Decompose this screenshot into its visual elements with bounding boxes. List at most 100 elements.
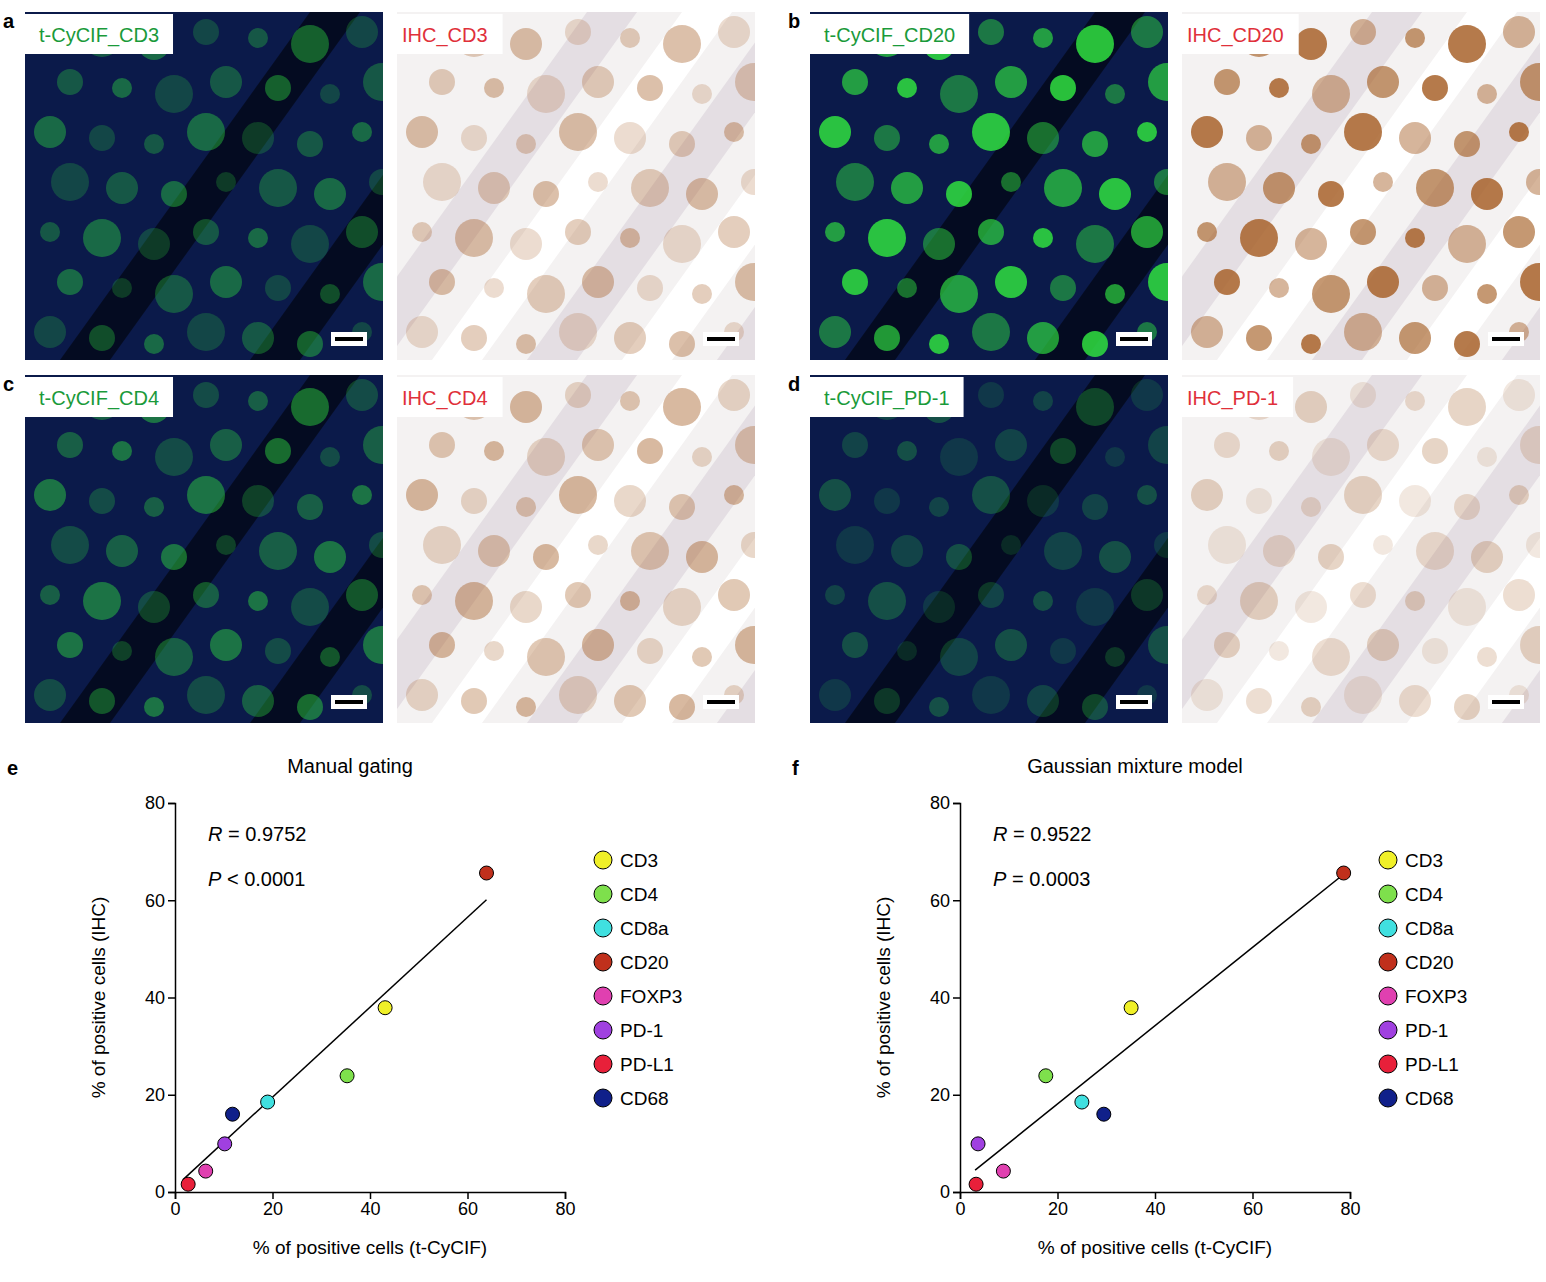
legend-item: CD4 [594, 884, 658, 905]
follicle [1214, 632, 1240, 658]
follicle [1263, 535, 1295, 567]
follicle [929, 497, 949, 517]
follicle [112, 78, 132, 98]
legend-label: PD-1 [1405, 1020, 1448, 1041]
follicle [692, 647, 712, 667]
tick: 20 [1048, 1192, 1068, 1219]
tick: 40 [1145, 1192, 1165, 1219]
follicle [1214, 69, 1240, 95]
follicle [559, 476, 597, 514]
tick: 0 [155, 1182, 175, 1202]
follicle [735, 426, 755, 464]
follicle [978, 382, 1004, 408]
scale-bar [1492, 337, 1520, 341]
follicle [1295, 28, 1327, 60]
data-point [340, 1069, 354, 1083]
ihc-image [1182, 12, 1540, 360]
follicle [89, 688, 115, 714]
follicle [1105, 284, 1125, 304]
follicle [1471, 541, 1503, 573]
fluorescence-image [810, 12, 1168, 360]
follicle [637, 638, 663, 664]
follicle [972, 476, 1010, 514]
follicle [1105, 447, 1125, 467]
follicle [1301, 497, 1321, 517]
stat-annotation: R = 0.9752 [208, 823, 306, 845]
tick-mark [953, 803, 960, 805]
data-point [996, 1164, 1010, 1178]
follicle [637, 438, 663, 464]
legend-swatch [594, 1055, 612, 1073]
axis-line [168, 804, 176, 1193]
legend-label: PD-L1 [1405, 1054, 1459, 1075]
tick-label: 80 [555, 1199, 575, 1219]
y-axis: 020406080 [145, 793, 176, 1202]
follicle [1344, 476, 1382, 514]
follicle [320, 447, 340, 467]
follicle [1312, 638, 1350, 676]
follicle [819, 316, 851, 348]
scale-bar [707, 337, 735, 341]
follicle [724, 122, 744, 142]
follicle [1082, 494, 1108, 520]
tick: 80 [1340, 1192, 1360, 1219]
follicle [527, 275, 565, 313]
follicle [663, 225, 701, 263]
follicle [484, 78, 504, 98]
follicle [891, 172, 923, 204]
follicle [1148, 626, 1168, 664]
follicle [929, 697, 949, 717]
follicle [1416, 169, 1454, 207]
follicle [897, 641, 917, 661]
legend-label: CD3 [1405, 850, 1443, 871]
follicle [1367, 629, 1399, 661]
follicle [637, 75, 663, 101]
legend-swatch [594, 953, 612, 971]
follicle [842, 632, 868, 658]
follicle [1033, 28, 1053, 48]
follicle [1344, 313, 1382, 351]
fluorescence-image [25, 12, 383, 360]
panel-letter: a [3, 10, 15, 32]
follicle [1405, 391, 1425, 411]
follicle [1318, 181, 1344, 207]
follicle [1246, 125, 1272, 151]
follicle [478, 172, 510, 204]
follicle [155, 438, 193, 476]
follicle [825, 585, 845, 605]
follicle [1099, 541, 1131, 573]
tick-label: 0 [155, 1182, 165, 1202]
follicle [1208, 526, 1246, 564]
follicle [1422, 75, 1448, 101]
follicle [718, 579, 750, 611]
scale-bar-box [331, 332, 367, 346]
follicle [210, 266, 242, 298]
tick-label: 80 [930, 793, 950, 813]
legend-swatch [1379, 1055, 1397, 1073]
tick: 20 [263, 1192, 283, 1219]
follicle [112, 441, 132, 461]
follicle [455, 219, 493, 257]
tick-mark [168, 803, 175, 805]
label-box [1182, 14, 1299, 54]
follicle [1477, 647, 1497, 667]
follicle [1050, 75, 1076, 101]
scatter-chart: Manual gating020406080020406080% of posi… [88, 755, 682, 1258]
follicle [897, 278, 917, 298]
scale-bar [335, 337, 363, 341]
tissue-band [622, 12, 755, 360]
follicle [1312, 75, 1350, 113]
follicle [669, 494, 695, 520]
follicle [559, 676, 597, 714]
label-box [25, 377, 173, 417]
follicle [1033, 591, 1053, 611]
tick-label: 0 [170, 1199, 180, 1219]
follicle [637, 275, 663, 301]
follicle [478, 535, 510, 567]
tick-mark [953, 997, 960, 999]
legend-label: CD4 [1405, 884, 1443, 905]
legend-swatch [594, 987, 612, 1005]
follicle [297, 131, 323, 157]
follicle [978, 19, 1004, 45]
tick: 60 [458, 1192, 478, 1219]
